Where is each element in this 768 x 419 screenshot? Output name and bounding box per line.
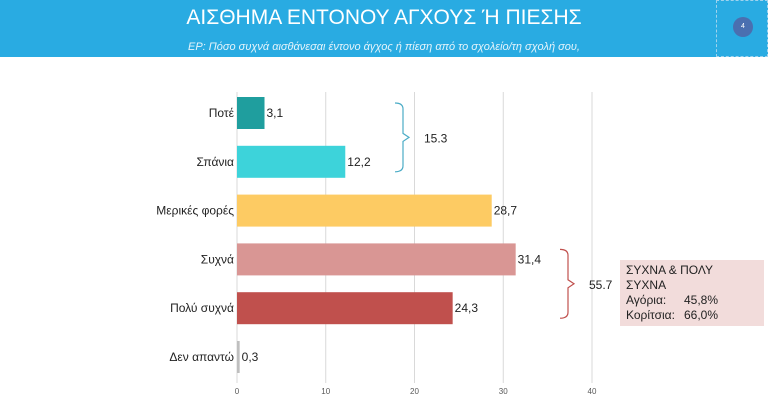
bar xyxy=(237,194,492,227)
header-bar: ΑΙΣΘΗΜΑ ΕΝΤΟΝΟΥ ΑΓΧΟΥΣ Ή ΠΙΕΣΗΣ ΕΡ: Πόσο… xyxy=(0,0,768,57)
boys-label: Αγόρια: xyxy=(626,293,667,307)
question-subtitle: ΕΡ: Πόσο συχνά αισθάνεσαι έντονο άγχος ή… xyxy=(188,41,580,53)
callout-title-1: ΣΥΧΝΑ & ΠΟΛΥ xyxy=(626,263,714,277)
x-tick-label: 0 xyxy=(235,387,240,396)
category-label: Πολύ συχνά xyxy=(170,301,234,315)
bar xyxy=(237,292,453,325)
girls-value: 66,0% xyxy=(684,308,719,322)
bar xyxy=(237,97,265,129)
value-label: 24,3 xyxy=(455,301,479,315)
category-label: Σπάνια xyxy=(197,155,235,169)
page-title: ΑΙΣΘΗΜΑ ΕΝΤΟΝΟΥ ΑΓΧΟΥΣ Ή ΠΙΕΣΗΣ xyxy=(186,6,582,29)
x-tick-label: 30 xyxy=(499,387,508,396)
value-label: 0,3 xyxy=(242,350,259,364)
x-tick-label: 40 xyxy=(588,387,597,396)
value-label: 31,4 xyxy=(518,252,542,266)
x-tick-label: 10 xyxy=(321,387,330,396)
value-label: 12,2 xyxy=(347,155,371,169)
category-label: Μερικές φορές xyxy=(156,204,234,218)
value-label: 3,1 xyxy=(267,106,284,120)
bracket xyxy=(559,248,576,319)
bar xyxy=(237,243,516,276)
category-label: Δεν απαντώ xyxy=(169,350,234,364)
page-number: 4 xyxy=(733,17,753,37)
callout-title-2: ΣΥΧΝΑ xyxy=(626,278,667,292)
girls-label: Κορίτσια: xyxy=(626,308,675,322)
category-label: Συχνά xyxy=(201,252,234,266)
category-label: Ποτέ xyxy=(209,106,235,120)
value-label: 28,7 xyxy=(494,204,518,218)
x-tick-label: 20 xyxy=(410,387,419,396)
bracket xyxy=(394,102,411,173)
callout-box: ΣΥΧΝΑ & ΠΟΛΥ ΣΥΧΝΑ Αγόρια: 45,8% Κορίτσια… xyxy=(620,260,764,326)
bracket-sum-label: 55.7 xyxy=(589,278,613,292)
bracket-sum-label: 15.3 xyxy=(424,131,448,145)
bar xyxy=(237,145,346,178)
boys-value: 45,8% xyxy=(684,293,719,307)
bar xyxy=(237,341,240,373)
